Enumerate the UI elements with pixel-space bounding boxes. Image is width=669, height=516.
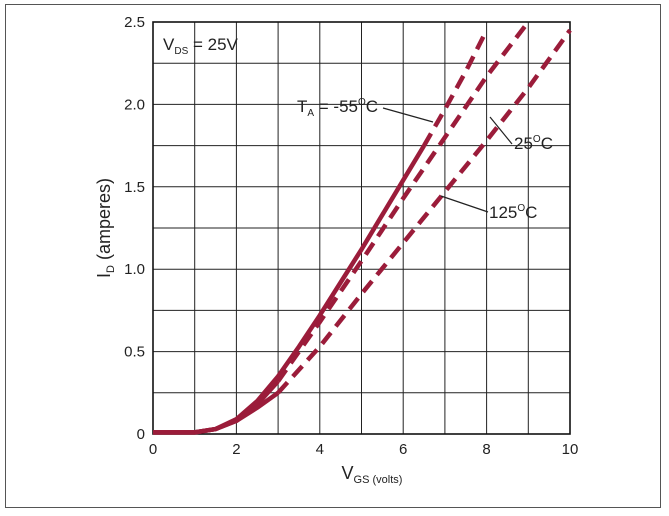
series-line-3-dashed <box>276 28 572 395</box>
y-tick-label: 1.5 <box>124 179 145 196</box>
x-tick-label: 2 <box>232 441 240 458</box>
y-tick-label: 1.0 <box>124 261 145 278</box>
x-tick-label: 0 <box>149 441 157 458</box>
x-tick-label: 10 <box>562 441 579 458</box>
x-tick-label: 6 <box>399 441 407 458</box>
x-tick-label: 8 <box>482 441 490 458</box>
y-tick-label: 2.5 <box>124 14 145 31</box>
y-tick-label: 2.0 <box>124 96 145 113</box>
plot-border <box>152 21 571 435</box>
vds-condition-label: VDS = 25V <box>163 35 239 57</box>
series-label-1: TA = -55OC <box>297 97 378 119</box>
leader-line-1 <box>382 107 434 123</box>
series-label-3: 125OC <box>489 203 537 222</box>
series-line-2-dashed <box>276 20 531 383</box>
leader-line-2 <box>489 116 513 145</box>
x-axis-label: VGS (volts) <box>342 463 403 486</box>
y-tick-label: 0 <box>137 426 145 443</box>
y-tick-label: 0.5 <box>124 344 145 361</box>
x-tick-label: 4 <box>316 441 324 458</box>
leader-line-3 <box>440 195 489 213</box>
series-line-3-solid <box>153 390 280 435</box>
series-label-2: 25OC <box>514 134 553 153</box>
y-axis-label: ID (amperes) <box>94 178 117 278</box>
